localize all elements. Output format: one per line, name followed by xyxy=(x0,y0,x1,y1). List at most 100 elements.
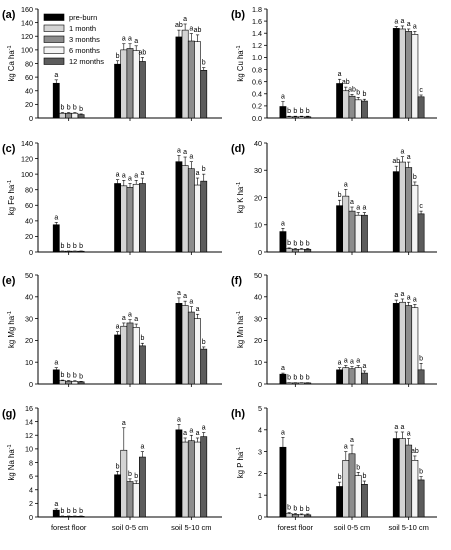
bar xyxy=(354,214,362,253)
bar xyxy=(291,382,299,385)
y-axis-label: kg Mn ha-1 xyxy=(236,311,245,348)
panel-label: (h) xyxy=(231,408,245,420)
legend: pre-burn 1 month 3 months 6 months 12 months xyxy=(43,13,104,66)
y-tick-label: 30 xyxy=(254,166,262,175)
y-tick-label: 16 xyxy=(25,404,33,413)
y-tick-label: 0 xyxy=(29,114,33,123)
significance-letter: a xyxy=(281,365,285,372)
bar xyxy=(417,213,425,253)
bar xyxy=(132,483,140,518)
significance-letter: ab xyxy=(175,22,183,29)
significance-letter: a xyxy=(407,154,411,161)
y-tick-label: 140 xyxy=(21,139,33,148)
y-tick-label: 1.0 xyxy=(252,53,262,62)
bar xyxy=(181,305,189,385)
significance-letter: a xyxy=(356,357,360,364)
bar xyxy=(291,248,299,253)
panel-label: (a) xyxy=(2,9,16,21)
bar xyxy=(392,28,400,119)
bar xyxy=(360,100,368,119)
y-tick-label: 2 xyxy=(258,469,262,478)
significance-letter: a xyxy=(183,293,187,300)
y-tick-label: 0.0 xyxy=(252,114,262,123)
significance-letter: ab xyxy=(348,86,356,93)
bar xyxy=(65,380,73,385)
bar xyxy=(126,481,134,518)
significance-letter: b xyxy=(300,506,304,513)
bar xyxy=(181,441,189,518)
significance-letter: a xyxy=(356,204,360,211)
significance-letter: a xyxy=(189,427,193,434)
significance-letter: a xyxy=(177,147,181,154)
significance-letter: b xyxy=(300,108,304,115)
chart-panel-b: 0.0 0.2 0.4 0.6 0.8 1.0 1.2 1.4 1.6 1.8 kg Cu ha-1… xyxy=(231,5,437,123)
bar xyxy=(114,63,121,119)
bar xyxy=(175,303,183,385)
significance-letter: b xyxy=(61,105,65,112)
y-tick-label: 40 xyxy=(25,293,33,302)
legend-entry: 12 months xyxy=(69,57,104,66)
y-axis-label-superscript: -1 xyxy=(236,45,242,50)
significance-letter: a xyxy=(344,357,348,364)
bar xyxy=(285,513,293,518)
bar xyxy=(187,440,195,518)
significance-letter: a xyxy=(189,154,193,161)
bar xyxy=(181,165,189,253)
panel-label: (e) xyxy=(2,275,16,287)
bar xyxy=(187,168,195,253)
bar xyxy=(411,460,419,518)
y-axis-label: kg Fe ha-1 xyxy=(7,180,16,215)
y-tick-label: 10 xyxy=(25,445,33,454)
significance-letter: a xyxy=(54,501,58,508)
bar xyxy=(336,369,343,385)
bar xyxy=(71,381,79,385)
significance-letter: a xyxy=(394,292,398,299)
bar xyxy=(411,184,419,253)
panel-label: (b) xyxy=(231,9,245,21)
bar xyxy=(114,334,121,385)
significance-letter: a xyxy=(196,170,200,177)
y-tick-label: 80 xyxy=(25,59,33,68)
significance-letter: b xyxy=(306,108,310,115)
bar xyxy=(59,250,66,253)
bar xyxy=(65,516,73,518)
significance-letter: a xyxy=(350,199,354,206)
y-tick-label: 0 xyxy=(29,380,33,389)
significance-letter: a xyxy=(122,315,126,322)
bar xyxy=(417,96,425,119)
bar xyxy=(139,183,146,253)
legend-swatch xyxy=(43,13,65,21)
y-tick-label: 0.2 xyxy=(252,102,262,111)
significance-letter: b xyxy=(356,464,360,471)
bar xyxy=(132,327,140,385)
y-axis-label-superscript: -1 xyxy=(236,311,242,316)
significance-letter: ab xyxy=(392,158,400,165)
y-axis-label-superscript: -1 xyxy=(7,311,13,316)
y-tick-label: 40 xyxy=(25,217,33,226)
bar xyxy=(59,380,66,385)
x-tick-label: forest floor xyxy=(278,523,314,532)
y-tick-label: 8 xyxy=(29,458,33,467)
bar xyxy=(139,345,146,385)
y-tick-label: 1.6 xyxy=(252,17,262,26)
significance-letter: b xyxy=(67,373,71,380)
legend-entry: pre-burn xyxy=(69,13,97,22)
bar xyxy=(348,210,356,253)
significance-letter: b xyxy=(61,372,65,379)
significance-letter: a xyxy=(116,324,120,331)
bar xyxy=(120,185,128,253)
significance-letter: b xyxy=(116,463,120,470)
bar xyxy=(194,184,201,253)
bar xyxy=(360,372,368,385)
bar xyxy=(348,453,356,518)
y-tick-label: 20 xyxy=(254,336,262,345)
y-tick-label: 20 xyxy=(25,336,33,345)
bar xyxy=(194,318,201,385)
bar xyxy=(139,456,146,518)
significance-letter: b xyxy=(73,373,77,380)
significance-letter: b xyxy=(140,335,144,342)
